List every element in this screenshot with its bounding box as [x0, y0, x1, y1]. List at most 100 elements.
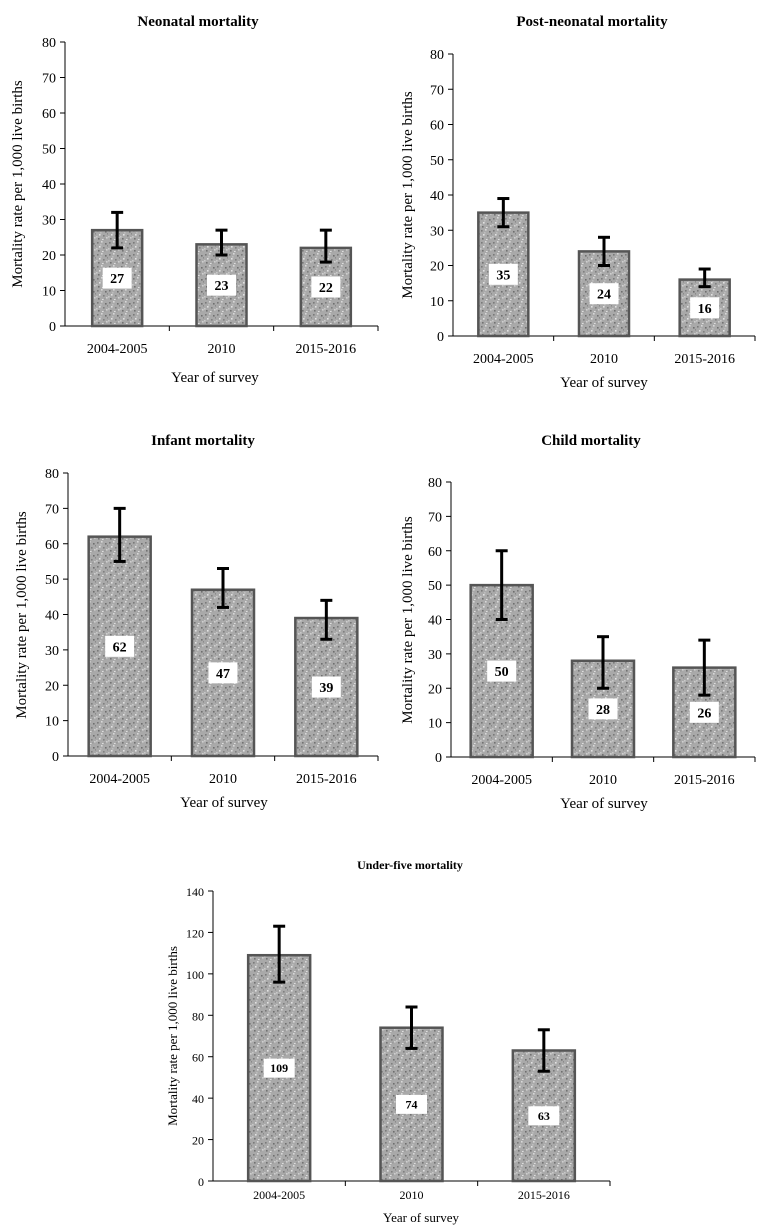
data-label-box — [105, 635, 135, 657]
x-tick-label: 2015-2016 — [295, 342, 356, 357]
y-tick-label: 30 — [45, 644, 59, 659]
y-tick-label: 70 — [430, 83, 444, 98]
data-label: 27 — [110, 272, 124, 287]
y-tick-label: 0 — [52, 750, 59, 765]
y-tick-label: 80 — [192, 1009, 204, 1023]
y-tick-label: 60 — [428, 545, 442, 560]
x-axis-label: Year of survey — [560, 375, 648, 391]
x-tick-label: 2015-2016 — [518, 1188, 570, 1202]
x-tick-label: 2010 — [208, 342, 236, 357]
y-tick-label: 50 — [45, 573, 59, 588]
data-label: 22 — [319, 281, 333, 296]
y-tick-label: 20 — [42, 249, 56, 264]
chart-title: Under-five mortality — [357, 858, 463, 872]
chart-title: Child mortality — [541, 433, 641, 449]
x-axis-label: Year of survey — [171, 370, 259, 386]
y-tick-label: 80 — [45, 467, 59, 482]
y-tick-label: 80 — [428, 476, 442, 491]
y-tick-label: 30 — [42, 214, 56, 229]
y-axis-label: Mortality rate per 1,000 live births — [10, 80, 26, 288]
data-label: 23 — [215, 279, 229, 294]
y-tick-label: 40 — [428, 614, 442, 629]
y-tick-label: 40 — [430, 189, 444, 204]
y-tick-label: 50 — [428, 579, 442, 594]
y-tick-label: 70 — [428, 510, 442, 525]
data-label-box — [487, 660, 517, 682]
x-tick-label: 2004-2005 — [471, 773, 532, 788]
y-axis-label: Mortality rate per 1,000 live births — [400, 91, 416, 299]
data-label: 16 — [698, 302, 712, 317]
x-tick-label: 2004-2005 — [473, 352, 534, 367]
data-label: 47 — [216, 667, 230, 682]
y-tick-label: 100 — [186, 968, 204, 982]
y-tick-label: 60 — [42, 107, 56, 122]
x-tick-label: 2010 — [589, 773, 617, 788]
x-tick-label: 2015-2016 — [296, 772, 357, 787]
y-tick-label: 20 — [45, 679, 59, 694]
x-tick-label: 2004-2005 — [89, 772, 150, 787]
data-label: 35 — [496, 268, 510, 283]
x-tick-label: 2004-2005 — [253, 1188, 305, 1202]
x-tick-label: 2004-2005 — [87, 342, 148, 357]
y-tick-label: 80 — [42, 36, 56, 51]
x-axis-label: Year of survey — [383, 1210, 459, 1225]
y-tick-label: 20 — [192, 1134, 204, 1148]
data-label-box — [311, 676, 341, 698]
y-tick-label: 0 — [435, 751, 442, 766]
panel-neonatal-mortality: Neonatal mortality 0 10 20 30 40 50 60 70 80 Morta… — [10, 14, 379, 386]
x-tick-label: 2010 — [400, 1188, 424, 1202]
panel-post-neonatal-mortality: Post-neonatal mortality 0 10 20 30 40 50 60 70 80… — [400, 14, 756, 391]
y-tick-label: 70 — [45, 502, 59, 517]
y-tick-label: 20 — [428, 682, 442, 697]
x-axis-label: Year of survey — [180, 795, 268, 811]
y-tick-label: 40 — [42, 178, 56, 193]
y-tick-label: 10 — [42, 285, 56, 300]
data-label: 24 — [597, 288, 611, 303]
data-label: 39 — [319, 681, 333, 696]
bar-2004-2005 — [477, 211, 530, 338]
y-tick-label: 0 — [198, 1175, 204, 1189]
y-tick-label: 70 — [42, 72, 56, 87]
y-tick-label: 0 — [49, 320, 56, 335]
y-axis-label: Mortality rate per 1,000 live births — [400, 516, 416, 724]
y-tick-label: 60 — [430, 119, 444, 134]
y-axis-label: Mortality rate per 1,000 live births — [165, 946, 180, 1126]
data-label-box — [589, 283, 619, 305]
data-label-box — [689, 701, 719, 723]
y-tick-label: 120 — [186, 926, 204, 940]
data-label: 50 — [495, 665, 509, 680]
y-tick-label: 60 — [192, 1051, 204, 1065]
y-tick-label: 40 — [45, 609, 59, 624]
data-label-box — [102, 267, 132, 289]
y-tick-label: 30 — [428, 648, 442, 663]
y-tick-label: 50 — [42, 143, 56, 158]
y-tick-label: 40 — [192, 1092, 204, 1106]
data-label: 63 — [538, 1109, 550, 1123]
y-axis-label: Mortality rate per 1,000 live births — [14, 511, 30, 719]
x-tick-label: 2010 — [590, 352, 618, 367]
x-tick-label: 2015-2016 — [674, 773, 735, 788]
data-label-box — [528, 1106, 560, 1126]
data-label-box — [263, 1058, 295, 1078]
data-label-box — [207, 274, 236, 296]
data-label: 109 — [270, 1061, 288, 1075]
data-label: 74 — [406, 1097, 418, 1111]
y-tick-label: 50 — [430, 154, 444, 169]
data-label-box — [208, 662, 238, 684]
y-tick-label: 10 — [430, 295, 444, 310]
panel-child-mortality: Child mortality 0 10 20 30 40 50 60 70 80 Mortalit… — [400, 433, 756, 812]
y-tick-label: 60 — [45, 538, 59, 553]
data-label-box — [488, 263, 518, 285]
data-label: 28 — [596, 703, 610, 718]
x-tick-label: 2010 — [209, 772, 237, 787]
x-axis-label: Year of survey — [560, 796, 648, 812]
panel-infant-mortality: Infant mortality 0 10 20 30 40 50 60 70 80 Mortali… — [14, 433, 379, 811]
chart-title: Post-neonatal mortality — [516, 14, 668, 30]
y-tick-label: 10 — [428, 717, 442, 732]
y-tick-label: 140 — [186, 885, 204, 899]
data-label-box — [396, 1094, 427, 1114]
y-tick-label: 80 — [430, 48, 444, 63]
chart-title: Infant mortality — [151, 433, 255, 449]
y-tick-label: 30 — [430, 224, 444, 239]
